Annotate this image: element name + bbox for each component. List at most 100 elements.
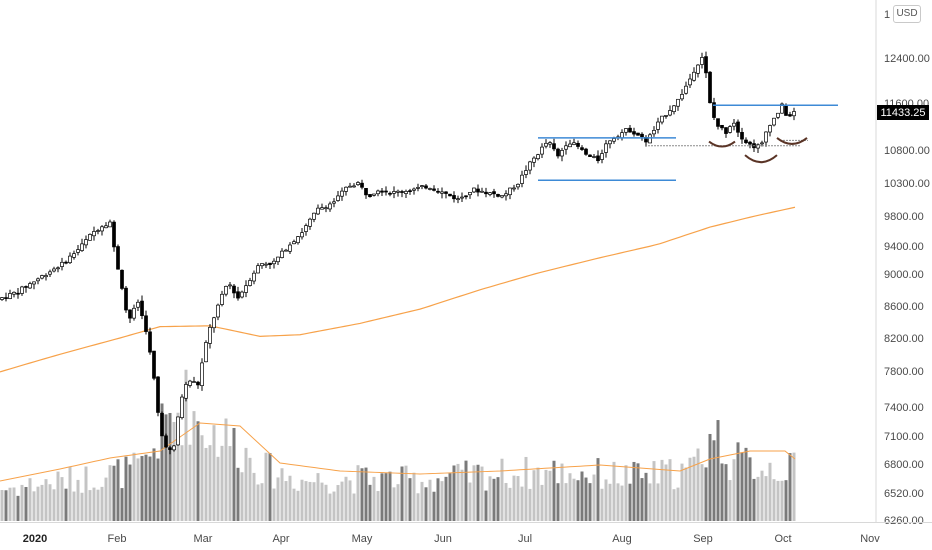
candle-body — [620, 132, 624, 139]
candle-body — [8, 293, 12, 299]
candle-body — [164, 435, 168, 448]
volume-bar — [100, 486, 104, 521]
volume-bar — [452, 465, 456, 521]
candle-body — [344, 186, 348, 192]
volume-bar — [528, 488, 532, 521]
volume-bar — [264, 452, 268, 521]
volume-bar — [448, 473, 452, 521]
time-tick-label: Aug — [612, 533, 632, 545]
candle-body — [520, 174, 524, 184]
volume-bar — [412, 472, 416, 521]
candle-body — [328, 203, 332, 210]
volume-bar — [356, 465, 360, 521]
candle-body — [136, 301, 140, 308]
candle-body — [748, 141, 752, 145]
candle-body — [648, 134, 652, 144]
volume-bar — [524, 456, 528, 521]
volume-bar — [388, 471, 392, 521]
candle-body — [736, 121, 740, 133]
candle-body — [12, 291, 16, 295]
volume-bar — [136, 458, 140, 521]
candle-body — [396, 190, 400, 193]
volume-bar — [780, 480, 784, 521]
time-axis[interactable]: 2020 Feb Mar Apr May Jun Jul Aug Sep Oct Nov — [0, 522, 932, 546]
candle-body — [316, 207, 320, 215]
volume-bar — [532, 470, 536, 521]
volume-bar — [548, 470, 552, 521]
price-tick-label: 6260.00 — [884, 515, 924, 527]
candle-body — [420, 185, 424, 187]
volume-bar — [280, 468, 284, 521]
volume-bar — [236, 467, 240, 521]
candle-body — [64, 261, 68, 264]
candle-body — [112, 221, 116, 248]
volume-bar — [384, 473, 388, 521]
candle-body — [716, 118, 720, 127]
candle-body — [152, 350, 156, 379]
price-axis[interactable]: 6260.00 6520.00 6800.00 7100.00 7400.00 7800.… — [875, 0, 932, 550]
volume-bar — [460, 469, 464, 521]
candle-body — [776, 112, 780, 118]
volume-bar — [24, 486, 28, 521]
price-tick-label: 9400.00 — [884, 241, 924, 253]
price-tick-label: 12400.00 — [884, 53, 930, 65]
candle-body — [400, 191, 404, 193]
volume-bar — [564, 483, 568, 521]
volume-bar — [572, 478, 576, 521]
candle-body — [596, 155, 600, 162]
volume-bar — [540, 484, 544, 521]
volume-bar — [568, 473, 572, 521]
candle-body — [292, 241, 296, 245]
price-tick-label: 10300.00 — [884, 178, 930, 190]
candle-body — [432, 188, 436, 191]
candle-body — [404, 190, 408, 194]
volume-bar — [120, 488, 124, 521]
volume-bar — [92, 487, 96, 521]
volume-bar — [640, 478, 644, 521]
volume-bar — [792, 452, 796, 521]
price-tick-label: 9000.00 — [884, 269, 924, 281]
volume-bar — [60, 477, 64, 521]
candle-body — [720, 124, 724, 129]
volume-bar — [156, 458, 160, 521]
volume-bar — [140, 456, 144, 521]
candle-body — [308, 218, 312, 227]
volume-bar — [56, 471, 60, 521]
volume-bar — [536, 467, 540, 521]
volume-bar — [676, 487, 680, 521]
candle-body — [608, 140, 612, 145]
volume-bar — [768, 462, 772, 521]
candle-body — [512, 187, 516, 190]
candle-body — [76, 249, 80, 253]
volume-bar — [724, 464, 728, 521]
price-tick-label: 9800.00 — [884, 211, 924, 223]
candle-body — [204, 342, 208, 363]
candle-body — [764, 131, 768, 143]
volume-bar — [772, 479, 776, 521]
candle-body — [612, 138, 616, 142]
volume-bar — [32, 491, 36, 521]
price-ma-line — [0, 206, 796, 373]
candle-body — [484, 191, 488, 195]
candle-body — [444, 191, 448, 194]
volume-bar — [176, 412, 180, 521]
candle-body — [664, 115, 668, 117]
volume-bar — [684, 467, 688, 521]
volume-bar — [228, 446, 232, 521]
volume-bar — [368, 484, 372, 521]
volume-bar — [108, 465, 112, 521]
currency-selector[interactable]: USD — [893, 5, 921, 23]
candle-body — [700, 57, 704, 65]
volume-bar — [164, 414, 168, 521]
candle-body — [468, 192, 472, 196]
volume-bar — [180, 445, 184, 521]
candle-body — [68, 255, 72, 264]
annotations — [538, 104, 838, 182]
candle-body — [56, 267, 60, 270]
volume-bar — [12, 487, 16, 521]
candle-body — [88, 234, 92, 241]
price-tick-label: 8600.00 — [884, 301, 924, 313]
volume-bar — [300, 479, 304, 521]
volume-bars — [0, 369, 796, 521]
